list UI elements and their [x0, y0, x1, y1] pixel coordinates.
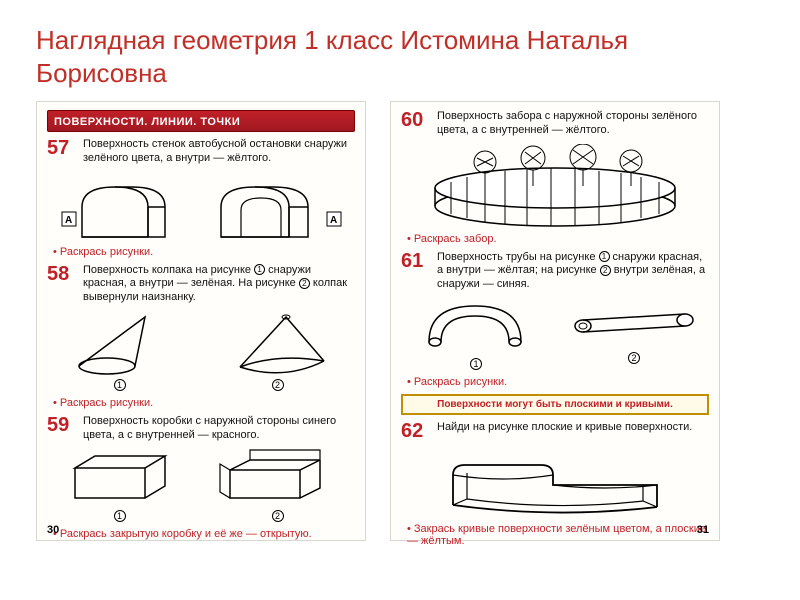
- task-61: 61 Поверхность трубы на рисунке 1 снаруж…: [401, 251, 709, 292]
- task-num: 57: [47, 138, 77, 166]
- task-bullet: • Раскрась рисунки.: [401, 376, 709, 388]
- index-2-icon: 2: [272, 510, 284, 522]
- illus-59: 1 2: [47, 448, 355, 524]
- index-2-icon: 2: [628, 352, 640, 364]
- svg-text:A: A: [330, 215, 337, 226]
- circle-1-icon: 1: [254, 264, 265, 275]
- task-text: Найди на рисунке плоские и кривые поверх…: [437, 421, 692, 441]
- illus-60: [401, 144, 709, 229]
- task-text: Поверхность забора с наружной стороны зе…: [437, 110, 709, 138]
- index-1-icon: 1: [114, 379, 126, 391]
- task-60: 60 Поверхность забора с наружной стороны…: [401, 110, 709, 138]
- task-text: Поверхность стенок автобусной остановки …: [83, 138, 355, 166]
- illus-61: 1 2: [401, 298, 709, 372]
- task-num: 61: [401, 251, 431, 292]
- task-bullet: • Раскрась забор.: [401, 233, 709, 245]
- index-1-icon: 1: [470, 358, 482, 370]
- task-57: 57 Поверхность стенок автобусной останов…: [47, 138, 355, 166]
- task-text: Поверхность трубы на рисунке 1 снаружи к…: [437, 251, 709, 292]
- slide-title: Наглядная геометрия 1 класс Истомина Нат…: [36, 24, 764, 89]
- t61-a: Поверхность трубы на рисунке: [437, 251, 599, 263]
- svg-text:A: A: [65, 215, 72, 226]
- index-1-icon: 1: [114, 510, 126, 522]
- circle-1-icon: 1: [599, 251, 610, 262]
- task-bullet: • Раскрась рисунки.: [47, 246, 355, 258]
- task-num: 60: [401, 110, 431, 138]
- index-2-icon: 2: [272, 379, 284, 391]
- task-num: 62: [401, 421, 431, 441]
- task-bullet: • Закрась кривые поверхности зелёным цве…: [401, 523, 709, 547]
- task-text: Поверхность коробки с наружной стороны с…: [83, 415, 355, 443]
- page-number: 31: [697, 524, 709, 536]
- task-num: 58: [47, 264, 77, 305]
- task-58: 58 Поверхность колпака на рисунке 1 снар…: [47, 264, 355, 305]
- task-num: 59: [47, 415, 77, 443]
- circle-2-icon: 2: [600, 265, 611, 276]
- illus-57: A A: [47, 172, 355, 242]
- illus-62: [401, 447, 709, 519]
- page-left: ПОВЕРХНОСТИ. ЛИНИИ. ТОЧКИ 57 Поверхность…: [36, 101, 366, 541]
- note-box: Поверхности могут быть плоскими и кривым…: [401, 394, 709, 415]
- task-bullet: • Раскрась закрытую коробку и её же — от…: [47, 528, 355, 540]
- illus-58: 1 2: [47, 311, 355, 393]
- circle-2-icon: 2: [299, 278, 310, 289]
- page-right: 60 Поверхность забора с наружной стороны…: [390, 101, 720, 541]
- task-text: Поверхность колпака на рисунке 1 снаружи…: [83, 264, 355, 305]
- page-number: 30: [47, 524, 59, 536]
- section-header: ПОВЕРХНОСТИ. ЛИНИИ. ТОЧКИ: [47, 110, 355, 132]
- t58-a: Поверхность колпака на рисунке: [83, 264, 254, 276]
- task-59: 59 Поверхность коробки с наружной сторон…: [47, 415, 355, 443]
- task-bullet: • Раскрась рисунки.: [47, 397, 355, 409]
- task-62: 62 Найди на рисунке плоские и кривые пов…: [401, 421, 709, 441]
